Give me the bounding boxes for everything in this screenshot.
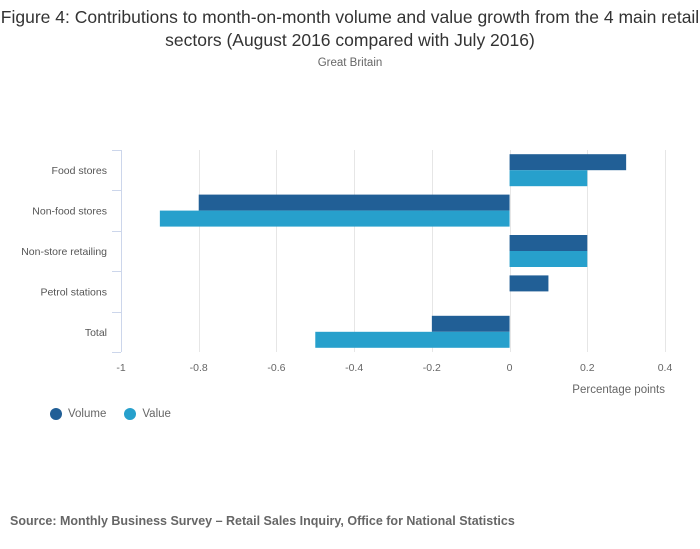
x-tick-label: 0.2 — [580, 362, 595, 374]
legend-item-value[interactable]: Value — [124, 408, 171, 420]
bar-value-non-food-stores — [159, 210, 510, 227]
legend-item-volume[interactable]: Volume — [50, 408, 106, 420]
chart-subtitle: Great Britain — [317, 57, 383, 69]
legend-marker-volume-icon — [50, 408, 62, 420]
category-label: Non-food stores — [32, 206, 107, 218]
x-tick-label: 0.4 — [658, 362, 673, 374]
bar-value-non-store-retailing — [509, 251, 588, 267]
x-tick-label: -0.6 — [267, 362, 285, 374]
chart-title: Figure 4: Contributions to month-on-mont… — [0, 7, 700, 50]
category-label: Non-store retailing — [21, 246, 107, 258]
legend-label-volume: Volume — [68, 408, 107, 420]
source-note: Source: Monthly Business Survey – Retail… — [10, 514, 515, 528]
x-axis-title: Percentage points — [572, 384, 665, 396]
category-label: Total — [85, 327, 107, 339]
category-label: Food stores — [52, 165, 107, 177]
bar-value-total — [315, 331, 510, 348]
bar-value-food-stores — [509, 170, 588, 187]
legend-label-value: Value — [142, 408, 171, 420]
bar-volume-non-store-retailing — [509, 235, 588, 251]
bar-volume-food-stores — [509, 154, 627, 171]
bar-volume-total — [431, 315, 510, 332]
x-tick-label: -0.4 — [345, 362, 363, 374]
x-tick-label: -1 — [116, 362, 125, 374]
x-tick-label: -0.2 — [423, 362, 441, 374]
legend: Volume Value — [50, 408, 189, 420]
category-label: Petrol stations — [40, 286, 107, 298]
x-tick-label: 0 — [507, 362, 513, 374]
bar-volume-petrol-stations — [509, 275, 549, 292]
bar-volume-non-food-stores — [198, 194, 510, 211]
x-tick-label: -0.8 — [190, 362, 208, 374]
legend-marker-value-icon — [124, 408, 137, 420]
